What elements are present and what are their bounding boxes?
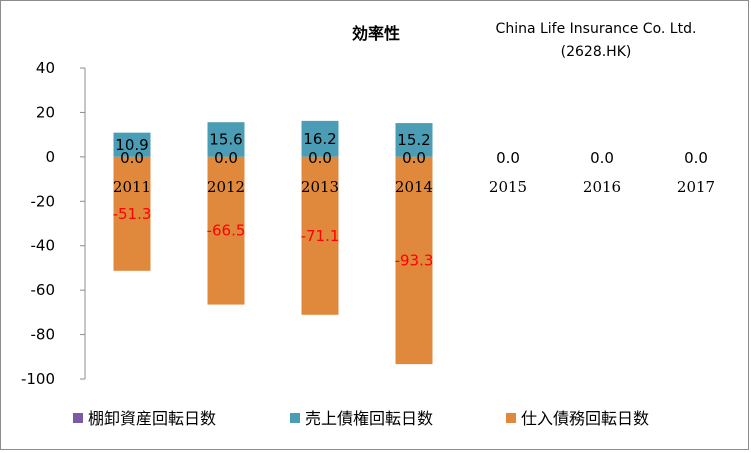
data-label-receivable-2014: 15.2 [397,131,430,149]
legend-swatch-1 [290,413,300,423]
x-tick-label-2013: 2013 [301,178,339,196]
bar-payable-2013 [301,156,339,315]
data-labels: 0.010.9-51.30.015.6-66.50.016.2-71.10.01… [113,130,708,270]
bar-payable-2011 [113,156,151,271]
y-tick-label: -80 [31,326,56,344]
y-tick-label: -100 [21,370,55,388]
data-label-payable-2013: -71.1 [301,227,340,245]
y-tick-label: -40 [31,237,56,255]
bar-receivable-2011 [113,132,151,157]
bar-receivable-2012 [207,122,245,157]
x-tick-label-2016: 2016 [583,178,621,196]
data-label-receivable-2013: 16.2 [303,130,336,148]
bar-payable-2014 [395,156,433,365]
legend-label-2: 仕入債務回転日数 [521,409,649,428]
legend-swatch-0 [73,413,83,423]
y-axis: 40 20 0 -20 -40 -60 -80 -100 [21,59,86,388]
data-label-inventory-2014: 0.0 [402,149,426,167]
x-tick-label-2012: 2012 [207,178,245,196]
x-tick-label-2011: 2011 [113,178,151,196]
legend: 棚卸資産回転日数 売上債権回転日数 仕入債務回転日数 [73,409,649,428]
legend-label-0: 棚卸資産回転日数 [88,409,216,428]
data-label-payable-2012: -66.5 [207,222,246,240]
legend-label-1: 売上債権回転日数 [305,409,433,428]
x-axis-tick-labels: 2011 2012 2013 2014 2015 2016 2017 [113,178,715,196]
data-label-receivable-2012: 15.6 [209,131,242,149]
company-ticker: (2628.HK) [561,44,632,60]
x-tick-label-2015: 2015 [489,178,527,196]
data-label-receivable-2011: 10.9 [115,136,148,154]
data-label-inventory-2017: 0.0 [684,149,708,167]
data-label-payable-2011: -51.3 [113,205,152,223]
chart-title: 効率性 [352,24,400,43]
bars [113,120,433,365]
x-tick-label-2017: 2017 [677,178,715,196]
data-label-inventory-2013: 0.0 [308,149,332,167]
bar-receivable-2013 [301,120,339,157]
data-label-inventory-2011: 0.0 [120,149,144,167]
bar-payable-2012 [207,156,245,305]
company-name: China Life Insurance Co. Ltd. [496,21,697,37]
legend-swatch-2 [506,413,516,423]
data-label-inventory-2015: 0.0 [496,149,520,167]
bar-receivable-2014 [395,123,433,157]
y-tick-label: 0 [45,148,55,166]
data-label-inventory-2016: 0.0 [590,149,614,167]
y-tick-label: 20 [36,103,55,121]
y-tick-label: -60 [31,281,56,299]
data-label-inventory-2012: 0.0 [214,149,238,167]
y-tick-label: -20 [31,192,56,210]
y-tick-label: 40 [36,59,55,77]
data-label-payable-2014: -93.3 [395,251,434,269]
x-tick-label-2014: 2014 [395,178,433,196]
